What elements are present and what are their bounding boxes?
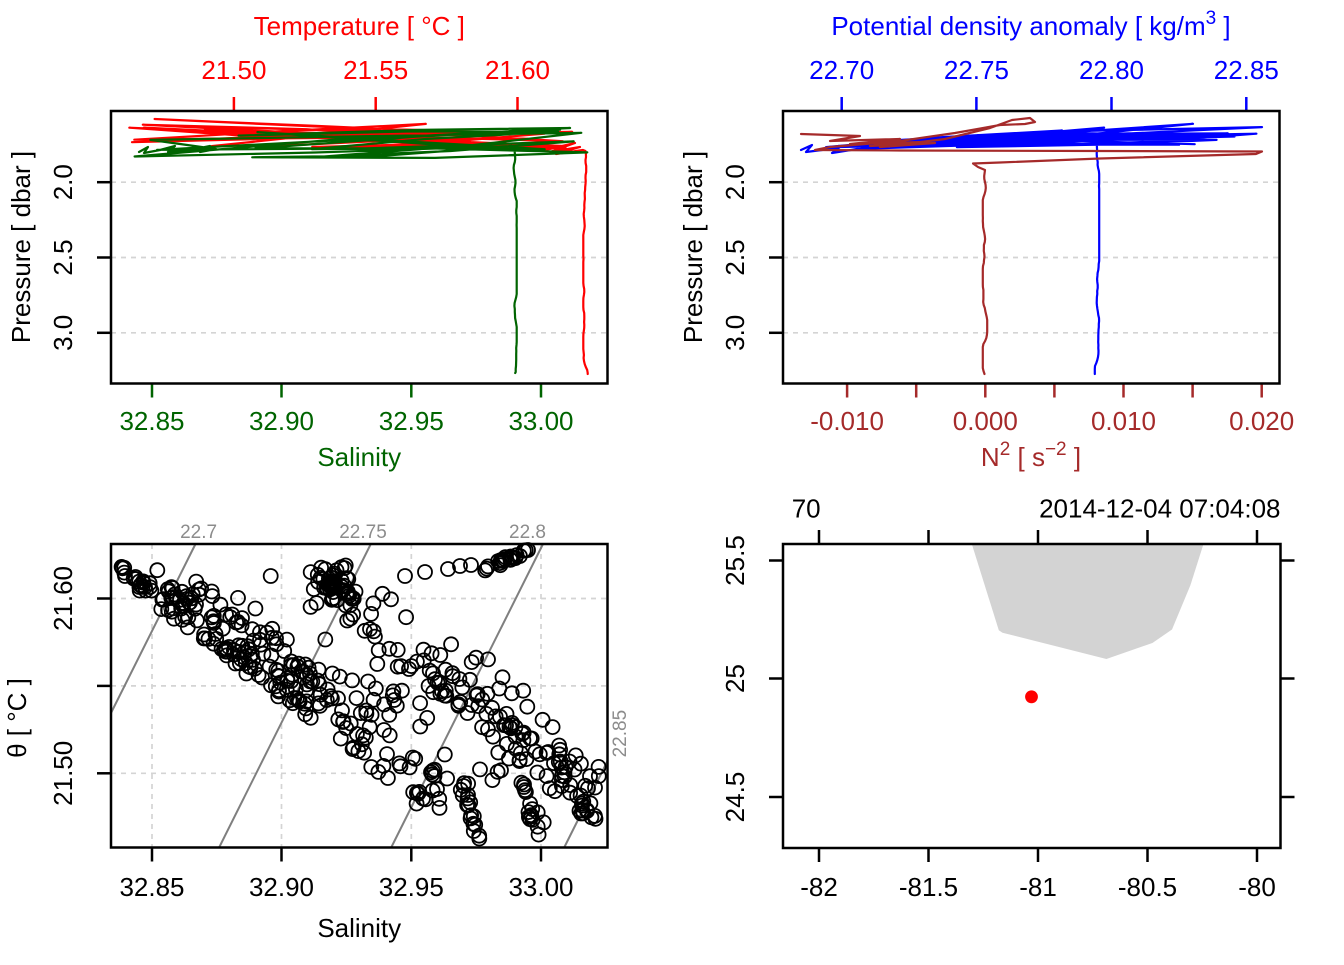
svg-text:0.000: 0.000: [953, 406, 1018, 436]
svg-text:Pressure [ dbar ]: Pressure [ dbar ]: [678, 151, 708, 343]
svg-text:-80: -80: [1238, 872, 1276, 902]
svg-text:-0.010: -0.010: [810, 406, 884, 436]
svg-text:-82: -82: [800, 872, 838, 902]
svg-text:Potential density anomaly [ kg: Potential density anomaly [ kg/m3 ]: [831, 8, 1230, 41]
svg-text:33.00: 33.00: [508, 406, 573, 436]
svg-text:N2 [ s−2 ]: N2 [ s−2 ]: [981, 439, 1081, 472]
svg-text:25: 25: [720, 664, 750, 693]
svg-text:0.020: 0.020: [1229, 406, 1294, 436]
svg-text:2.0: 2.0: [48, 164, 78, 200]
svg-text:Salinity: Salinity: [317, 442, 401, 472]
svg-text:22.85: 22.85: [610, 710, 631, 758]
svg-text:24.5: 24.5: [720, 772, 750, 823]
svg-text:22.8: 22.8: [509, 522, 546, 543]
svg-text:-81: -81: [1019, 872, 1057, 902]
svg-text:21.60: 21.60: [485, 55, 550, 85]
svg-text:22.75: 22.75: [339, 522, 387, 543]
svg-text:0.010: 0.010: [1091, 406, 1156, 436]
svg-text:25.5: 25.5: [720, 535, 750, 586]
svg-text:32.85: 32.85: [119, 406, 184, 436]
svg-text:3.0: 3.0: [720, 315, 750, 351]
svg-text:-80.5: -80.5: [1118, 872, 1177, 902]
svg-text:32.95: 32.95: [379, 406, 444, 436]
svg-text:21.50: 21.50: [201, 55, 266, 85]
svg-text:32.90: 32.90: [249, 872, 314, 902]
svg-text:33.00: 33.00: [508, 872, 573, 902]
svg-text:22.7: 22.7: [180, 522, 217, 543]
svg-text:3.0: 3.0: [48, 315, 78, 351]
svg-text:32.90: 32.90: [249, 406, 314, 436]
svg-text:32.95: 32.95: [379, 872, 444, 902]
svg-text:70: 70: [792, 494, 821, 524]
svg-text:Temperature [ °C ]: Temperature [ °C ]: [254, 11, 465, 41]
svg-text:22.70: 22.70: [809, 55, 874, 85]
svg-text:θ [ °C ]: θ [ °C ]: [2, 678, 32, 758]
svg-text:21.55: 21.55: [343, 55, 408, 85]
svg-text:2.0: 2.0: [720, 164, 750, 200]
svg-text:-81.5: -81.5: [899, 872, 958, 902]
svg-text:Pressure [ dbar ]: Pressure [ dbar ]: [6, 151, 36, 343]
svg-text:2.5: 2.5: [720, 239, 750, 275]
svg-text:22.75: 22.75: [944, 55, 1009, 85]
svg-text:32.85: 32.85: [119, 872, 184, 902]
svg-text:21.50: 21.50: [48, 741, 78, 806]
svg-text:21.60: 21.60: [48, 566, 78, 631]
svg-text:22.85: 22.85: [1214, 55, 1279, 85]
svg-text:2014-12-04 07:04:08: 2014-12-04 07:04:08: [1039, 494, 1280, 524]
svg-text:22.80: 22.80: [1079, 55, 1144, 85]
svg-text:Salinity: Salinity: [317, 913, 401, 943]
svg-text:2.5: 2.5: [48, 239, 78, 275]
